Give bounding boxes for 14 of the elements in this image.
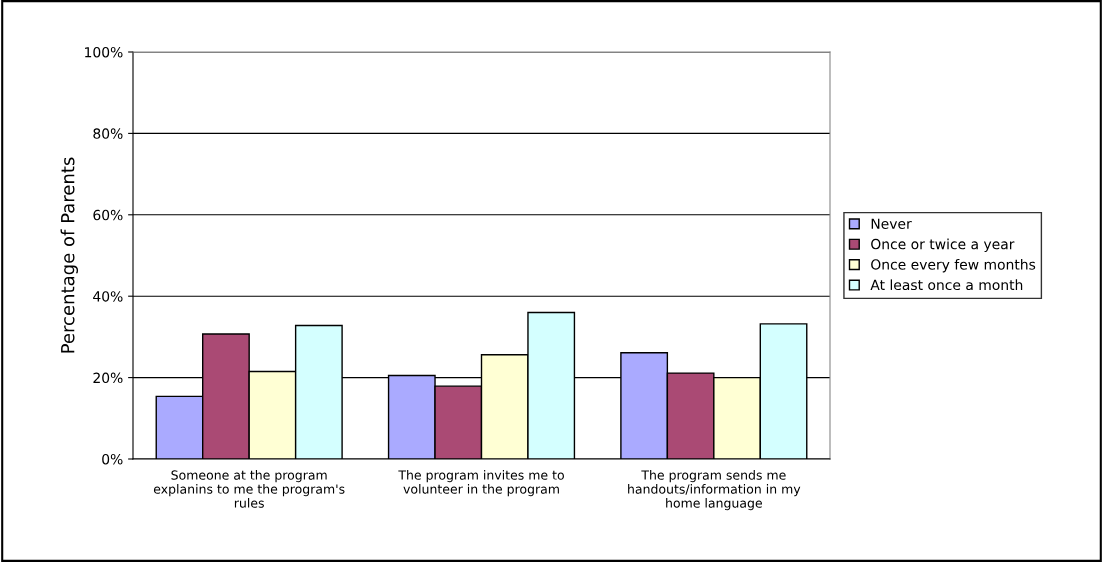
legend-label: Once every few months [871,258,1036,273]
legend-label: At least once a month [870,279,1023,291]
y-axis-title: Percentage of Parents [60,157,79,353]
x-tick-label: Someone at the program explanins to me the program's rules [153,470,345,508]
y-tick-label: 40% [93,291,123,302]
legend-label: Once or twice a year [871,238,1015,253]
y-tick-label: 60% [93,209,123,221]
y-tick-label: 0% [102,453,123,465]
x-tick-label: The program invites me to volunteer in the program [398,470,564,497]
x-tick-label: The program sends me handouts/information in my home language [628,470,801,511]
legend-label: Never [871,218,912,229]
y-tick-label: 100% [85,46,123,58]
y-tick-label: 20% [93,372,123,384]
y-tick-label: 80% [93,128,123,139]
